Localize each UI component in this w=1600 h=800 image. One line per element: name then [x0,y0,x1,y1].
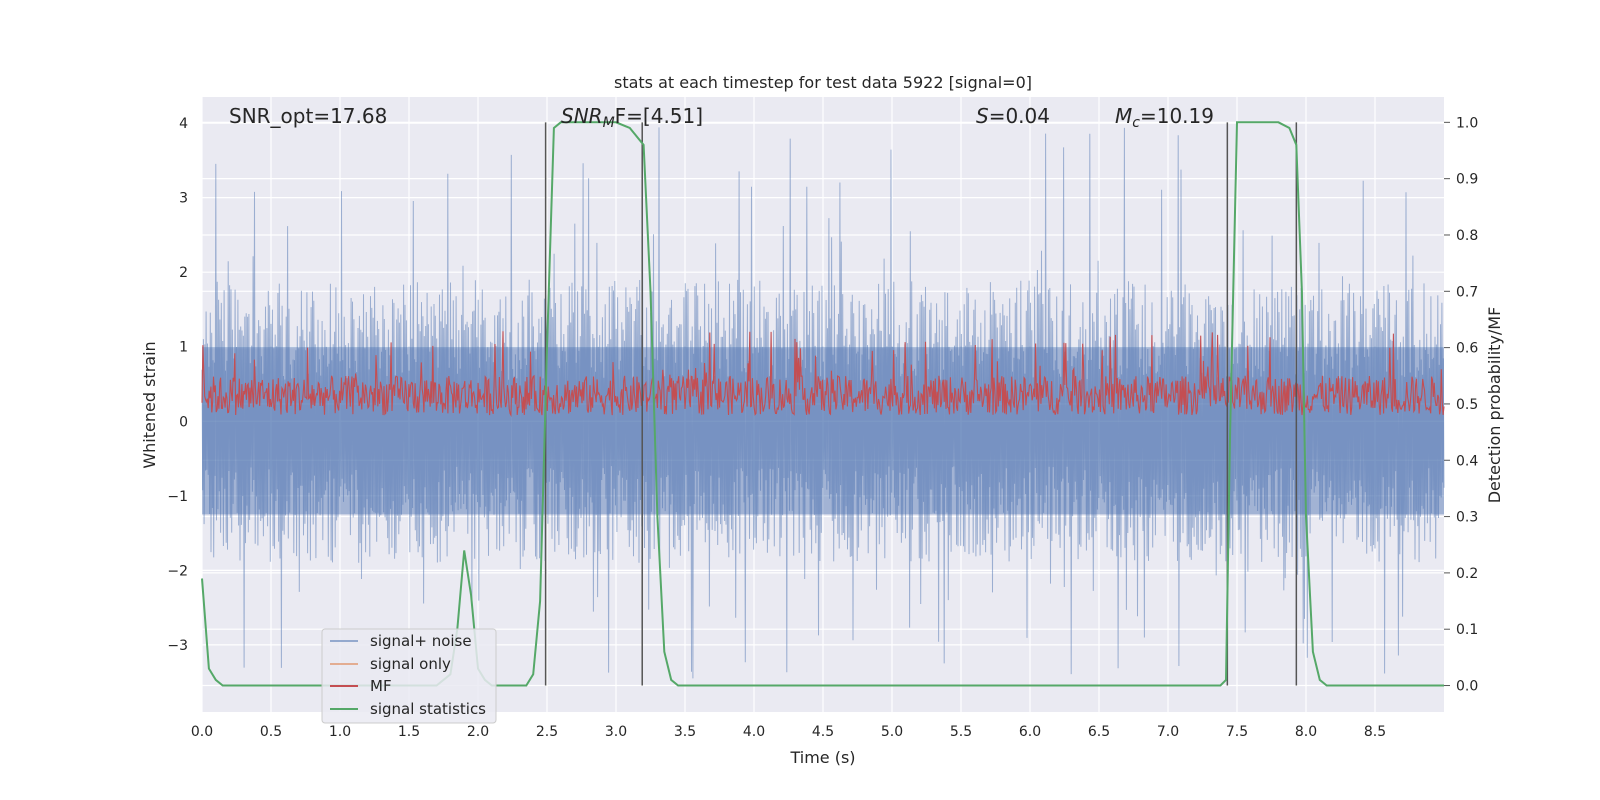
x-tick-label: 3.5 [674,724,696,740]
y2-tick-label: 0.5 [1456,397,1478,413]
signal-statistics-series [201,121,1444,687]
x-tick-label: 3.0 [605,724,627,740]
signal-statistics-line [201,121,1444,687]
y-tick-label: −2 [167,563,188,579]
x-tick-label: 7.0 [1157,724,1179,740]
mf-line [201,331,1445,417]
x-tick-label: 5.0 [881,724,903,740]
snr-mf-symbol: SNR [561,104,603,128]
y-tick-label: 4 [179,116,188,132]
mc-symbol: M [1115,104,1132,128]
x-tick-label: 4.0 [743,724,765,740]
legend-label-mf: MF [370,677,392,695]
legend-label-signal-noise: signal+ noise [370,632,472,650]
legend-label-signal-only: signal only [370,655,451,673]
legend-label-signal-statistics: signal statistics [370,700,486,718]
s-symbol: S [976,104,989,128]
snr-mf-value: F=[4.51] [615,104,703,128]
y-tick-label: 1 [179,340,188,356]
y2-tick-label: 0.8 [1456,228,1478,244]
x-axis-label: Time (s) [789,748,855,767]
tick-labels: 0.0 0.5 1.0 1.5 2.0 2.5 3.0 3.5 4.0 4.5 5.0 5.5 6.0 6… [167,115,1478,740]
y2-tick-label: 0.9 [1456,172,1478,188]
x-tick-label: 0.5 [260,724,282,740]
x-tick-label: 0.0 [191,724,213,740]
y2-tick-label: 0.2 [1456,566,1478,582]
x-tick-label: 1.0 [329,724,351,740]
y-tick-label: 3 [179,191,188,207]
x-tick-label: 8.5 [1364,724,1386,740]
x-tick-label: 5.5 [950,724,972,740]
x-tick-label: 7.5 [1226,724,1248,740]
legend: signal+ noise signal only MF signal stat… [321,628,497,724]
y-axis-label: Whitened strain [140,341,159,468]
y-tick-label: −1 [167,489,188,505]
snr-mf-subscript: M [603,115,615,131]
s-annotation: S=0.04 [976,104,1050,128]
mf-series [201,331,1445,417]
y2-tick-label: 0.4 [1456,453,1478,469]
x-tick-label: 6.0 [1019,724,1041,740]
mc-annotation: Mc=10.19 [1115,104,1214,131]
chart-title: stats at each timestep for test data 592… [614,73,1032,92]
y2-tick-label: 0.1 [1456,622,1478,638]
y-tick-label: 0 [179,414,188,430]
signal-noise-series [201,127,1445,679]
legend-box [321,628,497,724]
x-tick-label: 6.5 [1088,724,1110,740]
y-tick-label: 2 [179,265,188,281]
x-tick-label: 2.0 [467,724,489,740]
y2-tick-label: 0.3 [1456,510,1478,526]
x-tick-label: 2.5 [536,724,558,740]
s-value: =0.04 [989,104,1050,128]
snr-mf-annotation: SNRMF=[4.51] [561,104,703,131]
x-tick-label: 4.5 [812,724,834,740]
mc-subscript: c [1132,115,1140,131]
mc-value: =10.19 [1140,104,1214,128]
x-tick-label: 8.0 [1295,724,1317,740]
x-tick-label: 1.5 [398,724,420,740]
y2-tick-label: 0.6 [1456,341,1478,357]
y2-tick-label: 0.7 [1456,284,1478,300]
snr-opt-annotation: SNR_opt=17.68 [229,104,387,128]
y2-tick-label: 0.0 [1456,679,1478,695]
y2-axis-label: Detection probability/MF [1485,307,1504,504]
y2-tick-label: 1.0 [1456,115,1478,131]
y-tick-label: −3 [167,638,188,654]
